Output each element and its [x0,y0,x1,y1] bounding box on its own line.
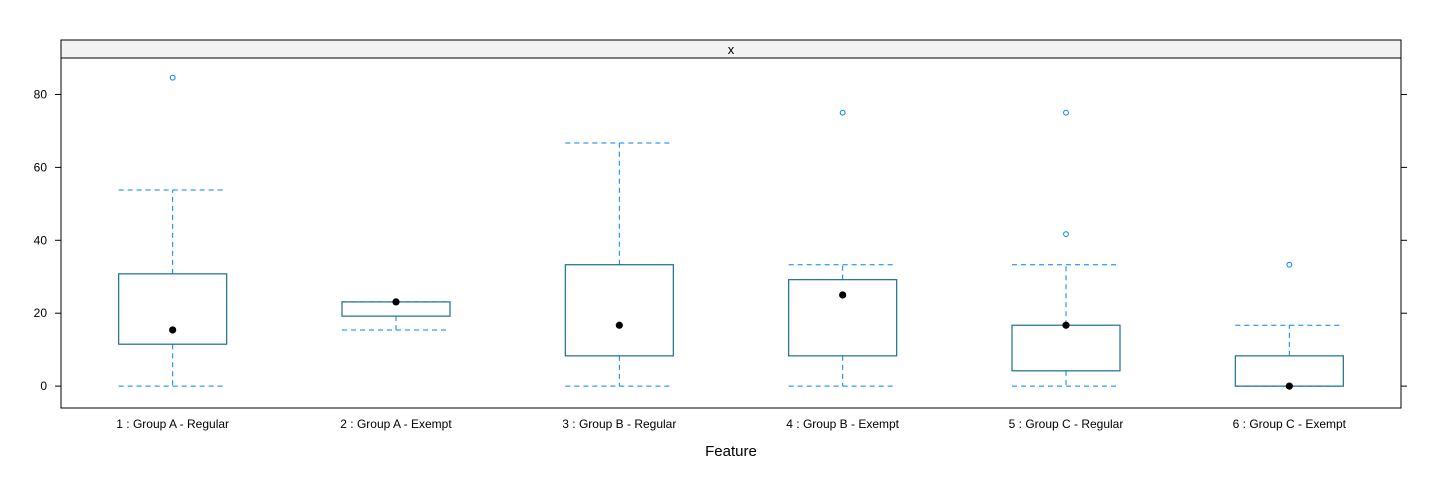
box-group [1011,109,1121,387]
y-tick-label: 40 [34,233,48,247]
y-axis: 0 20 40 60 80 [34,87,1407,393]
outlier-point [1063,231,1069,237]
y-tick-label: 60 [34,160,48,174]
median-dot [392,298,400,306]
box-iqr [1011,324,1121,372]
outlier-point [1286,261,1293,268]
x-tick-label: 1 : Group A - Regular [116,417,229,431]
outlier-point [839,109,846,116]
median-dot [839,291,847,299]
x-axis-title: Feature [705,443,757,460]
strip-label: x [728,42,735,57]
y-tick-label: 0 [40,379,47,393]
box-group [788,109,898,387]
outlier-point [1063,109,1069,116]
x-tick-label: 3 : Group B - Regular [562,417,676,431]
box-iqr [788,279,898,357]
box-iqr [118,273,228,345]
plot-panel [60,57,1402,409]
box-iqr [1234,355,1344,387]
x-tick-label: 2 : Group A - Exempt [340,417,452,431]
median-dot [169,326,177,334]
x-axis: 1 : Group A - Regular 2 : Group A - Exemp… [116,417,1346,431]
boxes [118,74,1344,390]
y-tick-label: 20 [34,306,48,320]
median-dot [1062,321,1070,329]
box-group [1234,261,1344,390]
box-group [118,74,228,387]
box-group [564,142,674,387]
y-tick-label: 80 [34,87,48,101]
box-iqr [564,264,674,357]
box-group [341,298,451,331]
median-dot [1285,382,1293,390]
outlier-point [169,74,176,81]
x-tick-label: 4 : Group B - Exempt [786,417,899,431]
median-dot [615,321,623,329]
x-tick-label: 5 : Group C - Regular [1009,417,1124,431]
x-tick-label: 6 : Group C - Exempt [1233,417,1347,431]
